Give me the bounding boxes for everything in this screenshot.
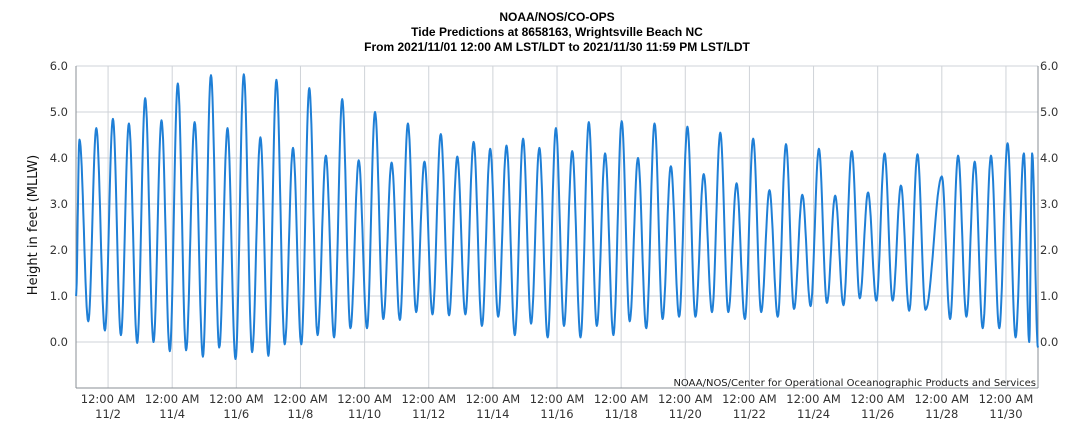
x-tick-time: 12:00 AM [81, 392, 136, 406]
x-tick-date: 11/18 [605, 407, 638, 421]
y-axis-label: Height in feet (MLLW) [26, 155, 41, 295]
y-tick-label-right: 3.0 [1040, 197, 1058, 211]
chart-date-range: From 2021/11/01 12:00 AM LST/LDT to 2021… [364, 40, 750, 54]
x-tick-date: 11/28 [925, 407, 958, 421]
x-tick-date: 11/4 [159, 407, 185, 421]
y-tick-label-left: 0.0 [50, 335, 68, 349]
y-tick-label-right: 4.0 [1040, 151, 1058, 165]
y-tick-label-right: 2.0 [1040, 243, 1058, 257]
x-tick-date: 11/22 [733, 407, 766, 421]
y-tick-label-left: 4.0 [50, 151, 68, 165]
x-tick-time: 12:00 AM [594, 392, 649, 406]
y-tick-label-right: 0.0 [1040, 335, 1058, 349]
x-tick-date: 11/14 [476, 407, 509, 421]
y-tick-label-left: 5.0 [50, 105, 68, 119]
x-tick-time: 12:00 AM [401, 392, 456, 406]
x-tick-date: 11/24 [797, 407, 830, 421]
tide-series-line [75, 73, 1039, 360]
x-tick-time: 12:00 AM [979, 392, 1034, 406]
x-tick-date: 11/12 [412, 407, 445, 421]
x-tick-date: 11/16 [540, 407, 573, 421]
x-tick-date: 11/8 [288, 407, 314, 421]
x-tick-date: 11/26 [861, 407, 894, 421]
x-tick-time: 12:00 AM [530, 392, 585, 406]
x-tick-date: 11/2 [95, 407, 121, 421]
x-tick-time: 12:00 AM [273, 392, 328, 406]
x-tick-date: 11/30 [989, 407, 1022, 421]
x-tick-time: 12:00 AM [786, 392, 841, 406]
x-tick-time: 12:00 AM [850, 392, 905, 406]
text-layer: NOAA/NOS/CO-OPS Tide Predictions at 8658… [26, 10, 1058, 421]
x-tick-time: 12:00 AM [658, 392, 713, 406]
x-tick-time: 12:00 AM [722, 392, 777, 406]
y-tick-label-left: 1.0 [50, 289, 68, 303]
x-tick-time: 12:00 AM [466, 392, 521, 406]
x-tick-time: 12:00 AM [209, 392, 264, 406]
y-tick-label-left: 6.0 [50, 59, 68, 73]
y-tick-label-left: 2.0 [50, 243, 68, 257]
x-tick-date: 11/6 [223, 407, 249, 421]
y-tick-label-right: 1.0 [1040, 289, 1058, 303]
y-tick-label-right: 5.0 [1040, 105, 1058, 119]
chart-subtitle: Tide Predictions at 8658163, Wrightsvill… [411, 25, 703, 39]
chart-title: NOAA/NOS/CO-OPS [499, 10, 614, 24]
x-tick-time: 12:00 AM [337, 392, 392, 406]
series-layer [75, 73, 1039, 360]
x-tick-date: 11/20 [669, 407, 702, 421]
x-tick-time: 12:00 AM [915, 392, 970, 406]
x-tick-date: 11/10 [348, 407, 381, 421]
y-tick-label-left: 3.0 [50, 197, 68, 211]
chart-credit: NOAA/NOS/Center for Operational Oceanogr… [673, 378, 1036, 389]
x-tick-time: 12:00 AM [145, 392, 200, 406]
y-tick-label-right: 6.0 [1040, 59, 1058, 73]
